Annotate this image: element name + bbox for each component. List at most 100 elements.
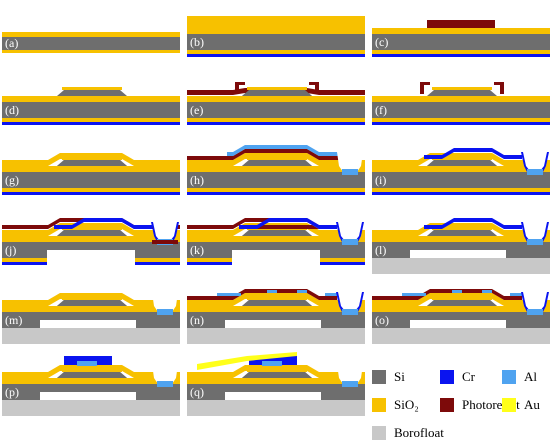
layer	[187, 365, 365, 378]
process-step: (a)	[2, 32, 180, 53]
layer	[187, 166, 365, 172]
layer	[2, 400, 180, 416]
layer	[432, 297, 492, 300]
layer	[325, 293, 339, 296]
layer	[187, 149, 339, 160]
layer	[427, 20, 495, 28]
legend-label: SiO₂	[394, 397, 419, 412]
layer	[242, 372, 312, 378]
layer	[342, 239, 358, 245]
layer	[424, 218, 522, 229]
layer	[47, 250, 135, 266]
layer	[427, 90, 497, 96]
layer	[40, 320, 136, 328]
layer	[64, 356, 112, 365]
layer	[527, 169, 543, 175]
layer	[187, 153, 365, 166]
step-label: (g)	[5, 173, 19, 187]
layer	[337, 222, 363, 242]
step-label: (o)	[375, 313, 389, 327]
layer	[62, 369, 122, 372]
layer	[342, 381, 358, 387]
layer	[242, 160, 312, 166]
layer	[522, 222, 548, 242]
layer	[57, 230, 127, 236]
layer	[309, 82, 319, 85]
layer	[157, 381, 173, 387]
layer	[500, 82, 504, 94]
layer	[372, 166, 550, 172]
layer	[372, 28, 550, 34]
step-label: (j)	[5, 243, 16, 257]
layer	[187, 223, 365, 236]
step-label: (e)	[190, 103, 203, 117]
layer	[372, 34, 550, 50]
legend-label: Cr	[462, 369, 476, 384]
layer	[336, 222, 364, 244]
legend-swatch	[440, 370, 454, 384]
layer	[239, 218, 337, 229]
layer	[372, 118, 550, 122]
layer	[2, 50, 180, 53]
layer	[432, 87, 492, 90]
layer	[57, 300, 127, 306]
layer	[187, 400, 365, 416]
process-step: (i)	[372, 148, 550, 195]
step-label: (n)	[190, 313, 204, 327]
legend-label: Borofloat	[394, 425, 444, 440]
layer	[227, 145, 339, 156]
layer	[315, 82, 319, 94]
process-step: (b)	[187, 16, 365, 57]
layer	[242, 230, 312, 236]
layer	[247, 369, 307, 372]
layer	[2, 96, 180, 102]
process-step: (m)	[2, 292, 180, 344]
layer	[152, 364, 178, 384]
layer	[2, 365, 180, 378]
legend-label: Au	[524, 397, 540, 412]
layer	[187, 22, 365, 28]
layer	[522, 292, 548, 312]
process-step: (l)	[372, 218, 550, 274]
layer	[372, 293, 550, 306]
layer	[336, 292, 364, 314]
layer	[2, 192, 180, 195]
layer	[342, 309, 358, 315]
layer	[372, 188, 550, 192]
layer	[235, 82, 245, 85]
layer	[427, 160, 497, 166]
layer	[521, 222, 549, 244]
layer	[57, 372, 127, 378]
legend-swatch	[440, 398, 454, 412]
layer	[187, 192, 365, 195]
layer	[262, 361, 282, 366]
layer	[57, 90, 127, 96]
layer	[372, 328, 550, 344]
layer	[522, 152, 548, 172]
layer	[57, 160, 127, 166]
legend-swatch	[372, 370, 386, 384]
layer	[482, 290, 492, 293]
layer	[232, 250, 320, 266]
layer	[242, 90, 312, 96]
layer	[494, 82, 504, 85]
layer	[372, 172, 550, 188]
process-step: (q)	[187, 352, 365, 416]
layer	[372, 258, 550, 274]
step-label: (d)	[5, 103, 19, 117]
layer	[2, 188, 180, 192]
layer	[40, 392, 136, 400]
layer	[152, 292, 178, 312]
layer	[372, 50, 550, 54]
layer	[157, 309, 173, 315]
layer	[527, 309, 543, 315]
process-step: (g)	[2, 153, 180, 195]
layer	[372, 122, 550, 125]
layer	[187, 50, 365, 54]
layer	[432, 227, 492, 230]
legend-swatch	[372, 426, 386, 440]
layer	[187, 328, 365, 344]
layer	[247, 297, 307, 300]
layer	[521, 152, 549, 174]
